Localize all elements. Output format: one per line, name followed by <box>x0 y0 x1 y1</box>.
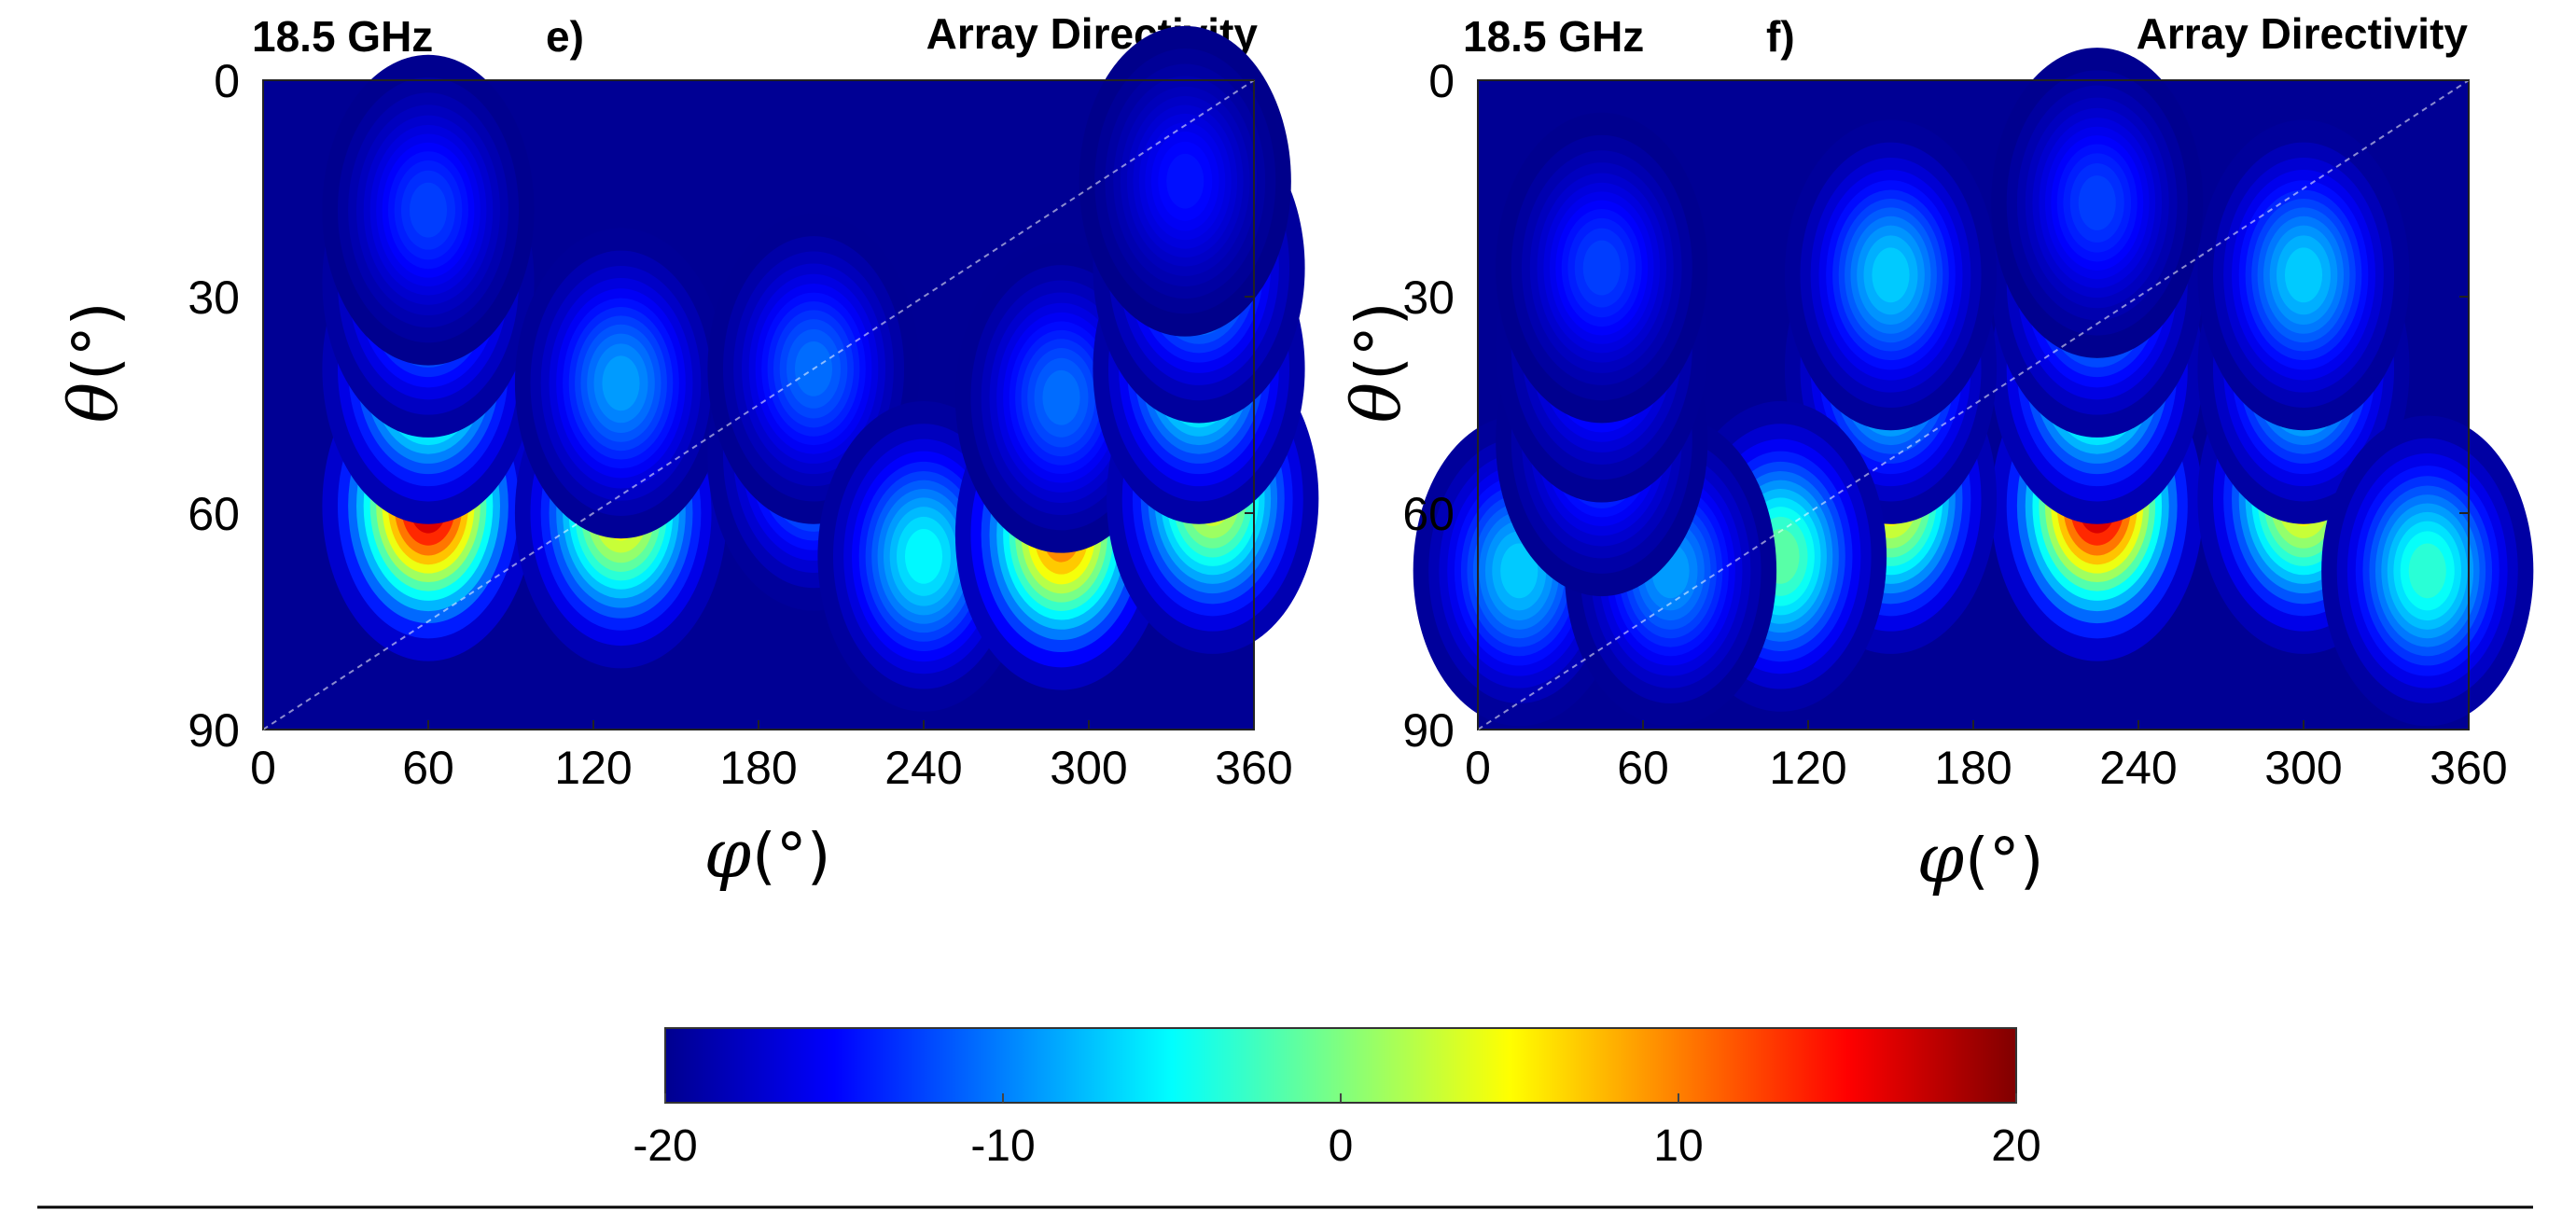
panel-f-x-axis-label: φ <box>1917 819 1965 897</box>
panel-f-title: Array Directivity <box>2137 9 2469 58</box>
panel-e-x-tick-label: 240 <box>884 742 962 794</box>
panel-f-y-ticks: 0 30 60 90 <box>1402 55 2469 757</box>
panel-e-x-tick-label: 120 <box>554 742 632 794</box>
panel-e-x-tick-label: 180 <box>719 742 797 794</box>
panel-f-label: f) <box>1766 12 1795 61</box>
panel-e: 18.5 GHz e) Array Directivity 0 60 120 180 2… <box>54 9 1319 893</box>
panel-e-x-tick-label: 0 <box>250 742 276 794</box>
panel-f-x-tick-label: 300 <box>2264 742 2342 794</box>
panel-f-lobe <box>2321 415 2534 727</box>
panel-e-frequency: 18.5 GHz <box>252 12 433 61</box>
panel-f-diagonal <box>1477 79 2470 730</box>
panel-f-y-axis-label: θ (°) <box>1337 302 1415 424</box>
panel-e-label: e) <box>546 12 584 61</box>
colorbar-tick-label: -10 <box>970 1121 1035 1171</box>
panel-f-x-symbol: φ <box>1917 819 1965 897</box>
panel-f-x-tick-label: 180 <box>1934 742 2012 794</box>
panel-f-lobe <box>2197 119 2410 431</box>
panel-e-y-tick-label: 0 <box>214 55 240 107</box>
panel-e-diagonal <box>262 79 1255 730</box>
panel-e-x-tick-label: 300 <box>1050 742 1127 794</box>
colorbar-tick-label: 20 <box>1991 1121 2040 1171</box>
panel-f-lobe <box>1784 119 1998 431</box>
panel-e-lobe <box>322 54 535 366</box>
colorbar: -20 -10 0 10 20 <box>633 1027 2041 1171</box>
panel-f-y-tick-label: 90 <box>1402 704 1455 757</box>
panel-e-y-unit: (°) <box>60 302 132 382</box>
panel-f-y-unit: (°) <box>1343 302 1414 382</box>
panel-e-y-axis-label: θ (°) <box>54 302 132 424</box>
panel-f-x-tick-label: 60 <box>1617 742 1669 794</box>
panel-e-lobe <box>514 228 728 539</box>
panel-f-heatmap <box>1413 48 2534 730</box>
panel-f-y-tick-label: 30 <box>1402 271 1455 324</box>
panel-e-y-tick-label: 60 <box>188 488 240 540</box>
panel-e-y-symbol: θ <box>54 382 132 423</box>
panel-f-y-tick-label: 60 <box>1402 488 1455 540</box>
panel-e-y-tick-label: 30 <box>188 271 240 324</box>
panel-f-x-tick-label: 0 <box>1465 742 1491 794</box>
panel-e-x-symbol: φ <box>704 814 752 893</box>
panel-f-x-ticks: 0 60 120 180 240 300 360 <box>1465 720 2508 794</box>
colorbar-tick-label: -20 <box>633 1121 697 1171</box>
colorbar-ticks: -20 -10 0 10 20 <box>633 1093 2041 1171</box>
colorbar-tick-label: 10 <box>1653 1121 1703 1171</box>
panel-e-x-tick-label: 60 <box>402 742 454 794</box>
colorbar-gradient <box>664 1027 2017 1104</box>
panel-f-y-tick-label: 0 <box>1428 55 1455 107</box>
panel-f-x-tick-label: 360 <box>2430 742 2507 794</box>
panel-f-lobe <box>1991 48 2204 358</box>
panel-f-lobe <box>1496 112 1708 424</box>
panel-f-y-symbol: θ <box>1337 382 1415 423</box>
panel-f-x-tick-label: 120 <box>1769 742 1846 794</box>
panel-e-x-tick-label: 360 <box>1215 742 1292 794</box>
panel-e-y-tick-label: 90 <box>188 704 240 757</box>
panel-e-heatmap <box>263 25 1319 730</box>
panel-f-x-unit: (°) <box>1965 825 2044 897</box>
panel-e-y-ticks: 0 30 60 90 <box>188 55 1254 757</box>
colorbar-tick-label: 0 <box>1329 1121 1354 1171</box>
panel-f-x-tick-label: 240 <box>2099 742 2177 794</box>
panel-f: 18.5 GHz f) Array Directivity 0 60 120 180 2… <box>1337 9 2534 897</box>
panel-e-x-unit: (°) <box>752 820 831 892</box>
panel-f-frequency: 18.5 GHz <box>1463 12 1644 61</box>
panel-e-lobe <box>1079 25 1291 337</box>
panel-e-x-axis-label: φ <box>704 814 752 893</box>
panel-e-x-ticks: 0 60 120 180 240 300 360 <box>250 720 1293 794</box>
